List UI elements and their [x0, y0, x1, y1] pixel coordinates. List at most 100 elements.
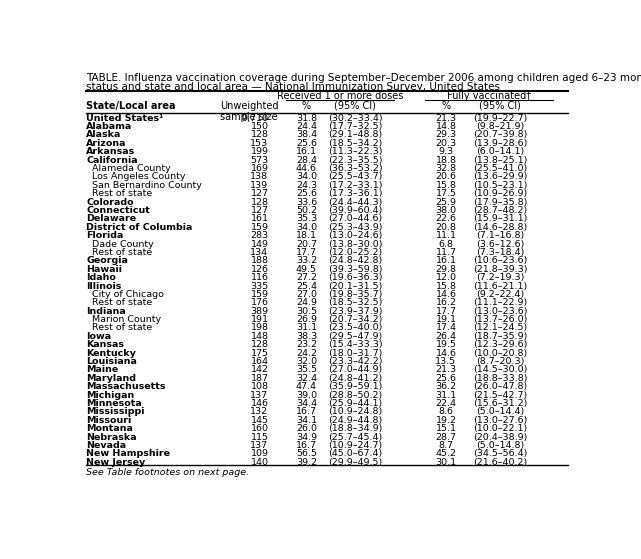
Text: (10.9–26.9): (10.9–26.9) [473, 189, 528, 198]
Text: 27.0: 27.0 [296, 290, 317, 299]
Text: Georgia: Georgia [87, 257, 128, 266]
Text: 25.4: 25.4 [296, 282, 317, 291]
Text: (10.9–24.8): (10.9–24.8) [328, 408, 383, 416]
Text: 9,710: 9,710 [242, 113, 269, 122]
Text: 14.6: 14.6 [435, 290, 456, 299]
Text: (27.0–44.6): (27.0–44.6) [328, 215, 383, 224]
Text: 31.1: 31.1 [435, 391, 456, 400]
Text: (28.8–50.2): (28.8–50.2) [328, 391, 383, 400]
Text: Arizona: Arizona [87, 139, 127, 148]
Text: (13.9–28.6): (13.9–28.6) [473, 139, 528, 148]
Text: (23.5–40.0): (23.5–40.0) [328, 324, 383, 333]
Text: (13.8–25.1): (13.8–25.1) [473, 155, 528, 165]
Text: (18.7–35.9): (18.7–35.9) [473, 332, 528, 341]
Text: 8.7: 8.7 [438, 441, 453, 450]
Text: (7.1–16.8): (7.1–16.8) [476, 231, 524, 240]
Text: 16.1: 16.1 [296, 147, 317, 156]
Text: (12.1–24.5): (12.1–24.5) [473, 324, 528, 333]
Text: 24.9: 24.9 [296, 299, 317, 307]
Text: 15.8: 15.8 [435, 282, 456, 291]
Text: 21.3: 21.3 [435, 366, 456, 375]
Text: 14.8: 14.8 [435, 122, 456, 131]
Text: 18.8: 18.8 [435, 155, 456, 165]
Text: 38.3: 38.3 [296, 332, 317, 341]
Text: (5.0–14.8): (5.0–14.8) [476, 441, 524, 450]
Text: (18.5–32.5): (18.5–32.5) [328, 299, 383, 307]
Text: 17.7: 17.7 [296, 248, 317, 257]
Text: 137: 137 [251, 441, 269, 450]
Text: 12.0: 12.0 [435, 273, 456, 282]
Text: 33.6: 33.6 [296, 197, 317, 207]
Text: (25.3–43.9): (25.3–43.9) [328, 223, 383, 232]
Text: 161: 161 [251, 215, 269, 224]
Text: Nebraska: Nebraska [87, 433, 137, 442]
Text: 17.4: 17.4 [435, 324, 456, 333]
Text: Louisiana: Louisiana [87, 357, 137, 366]
Text: (95% CI): (95% CI) [479, 101, 521, 111]
Text: (20.4–38.9): (20.4–38.9) [473, 433, 528, 442]
Text: 6.8: 6.8 [438, 240, 453, 249]
Text: (10.0–22.1): (10.0–22.1) [473, 424, 528, 433]
Text: (24.4–44.3): (24.4–44.3) [328, 197, 383, 207]
Text: New Hampshire: New Hampshire [87, 449, 171, 458]
Text: Iowa: Iowa [87, 332, 112, 341]
Text: 14.6: 14.6 [435, 349, 456, 358]
Text: (29.5–47.9): (29.5–47.9) [328, 332, 383, 341]
Text: 148: 148 [251, 332, 269, 341]
Text: 22.4: 22.4 [435, 399, 456, 408]
Text: 20.6: 20.6 [435, 172, 456, 182]
Text: (39.3–59.8): (39.3–59.8) [328, 265, 383, 274]
Text: Kansas: Kansas [87, 340, 124, 349]
Text: 188: 188 [251, 257, 269, 266]
Text: 15.8: 15.8 [435, 181, 456, 190]
Text: 28.7: 28.7 [435, 433, 456, 442]
Text: 140: 140 [251, 458, 269, 467]
Text: %: % [302, 101, 311, 111]
Text: 108: 108 [251, 382, 269, 391]
Text: 23.2: 23.2 [296, 340, 317, 349]
Text: Fully vaccinated†: Fully vaccinated† [447, 91, 531, 101]
Text: (19.6–36.3): (19.6–36.3) [328, 273, 383, 282]
Text: (13.0–23.6): (13.0–23.6) [473, 307, 528, 316]
Text: 34.9: 34.9 [296, 433, 317, 442]
Text: (19.8–35.7): (19.8–35.7) [328, 290, 383, 299]
Text: (18.5–34.2): (18.5–34.2) [328, 139, 383, 148]
Text: 176: 176 [251, 299, 269, 307]
Text: 31.1: 31.1 [296, 324, 317, 333]
Text: See Table footnotes on next page.: See Table footnotes on next page. [87, 468, 249, 477]
Text: 132: 132 [251, 408, 269, 416]
Text: 56.5: 56.5 [296, 449, 317, 458]
Text: (25.5–41.0): (25.5–41.0) [473, 164, 528, 173]
Text: 164: 164 [251, 357, 269, 366]
Text: Unweighted
sample size: Unweighted sample size [220, 101, 278, 122]
Text: 137: 137 [251, 391, 269, 400]
Text: 15.1: 15.1 [435, 424, 456, 433]
Text: 34.0: 34.0 [296, 172, 317, 182]
Text: Marion County: Marion County [87, 315, 162, 324]
Text: 16.7: 16.7 [296, 441, 317, 450]
Text: 16.1: 16.1 [435, 257, 456, 266]
Text: Received 1 or more doses: Received 1 or more doses [276, 91, 403, 101]
Text: (22.3–35.5): (22.3–35.5) [328, 155, 383, 165]
Text: 20.3: 20.3 [435, 139, 456, 148]
Text: 30.5: 30.5 [296, 307, 317, 316]
Text: Rest of state: Rest of state [87, 189, 153, 198]
Text: City of Chicago: City of Chicago [87, 290, 164, 299]
Text: 29.3: 29.3 [435, 130, 456, 139]
Text: 34.0: 34.0 [296, 223, 317, 232]
Text: 573: 573 [251, 155, 269, 165]
Text: (12.0–25.2): (12.0–25.2) [328, 248, 383, 257]
Text: (20.1–31.5): (20.1–31.5) [328, 282, 383, 291]
Text: 32.4: 32.4 [296, 374, 317, 383]
Text: 26.4: 26.4 [435, 332, 456, 341]
Text: (17.2–33.1): (17.2–33.1) [328, 181, 383, 190]
Text: %: % [442, 101, 451, 111]
Text: (7.2–19.3): (7.2–19.3) [476, 273, 524, 282]
Text: 25.9: 25.9 [435, 197, 456, 207]
Text: 16.2: 16.2 [435, 299, 456, 307]
Text: 198: 198 [251, 324, 269, 333]
Text: (13.0–24.6): (13.0–24.6) [328, 231, 383, 240]
Text: Rest of state: Rest of state [87, 299, 153, 307]
Text: Idaho: Idaho [87, 273, 116, 282]
Text: Illinois: Illinois [87, 282, 122, 291]
